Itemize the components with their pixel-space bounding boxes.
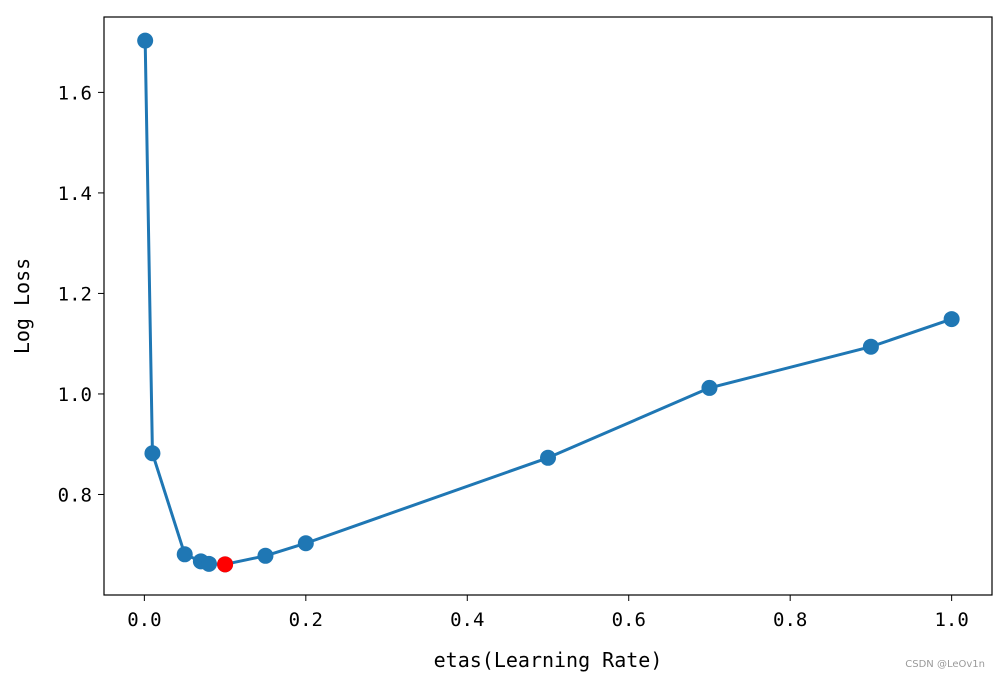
data-point (943, 311, 960, 328)
x-axis-label: etas(Learning Rate) (434, 648, 663, 672)
marks-layer (137, 32, 960, 573)
plot-frame (103, 16, 993, 596)
data-point (701, 379, 718, 396)
x-tick-label: 0.6 (612, 609, 646, 631)
data-point (540, 449, 556, 466)
ticks-layer: 0.0 0.2 0.4 0.6 0.8 1.0 0.8 1.0 1.2 1.4 1.6 (58, 82, 969, 631)
data-point (137, 32, 154, 49)
data-point (862, 338, 879, 355)
data-point (200, 555, 217, 572)
x-tick-label: 0.8 (773, 609, 807, 631)
series-line (143, 40, 953, 566)
data-point (297, 535, 314, 552)
y-tick-label: 1.4 (58, 183, 92, 205)
x-tick-label: 0.2 (289, 609, 323, 631)
x-tick-label: 0.0 (127, 609, 161, 631)
y-tick-label: 1.0 (58, 384, 92, 406)
watermark-text: CSDN @LeOv1n (905, 659, 985, 670)
y-tick-label: 1.6 (58, 82, 92, 104)
y-tick-label: 0.8 (58, 484, 92, 506)
x-tick-label: 0.4 (450, 609, 484, 631)
y-axis-label: Log Loss (10, 258, 34, 354)
x-tick-label: 1.0 (934, 609, 968, 631)
min-loss-point (217, 556, 234, 573)
data-point (176, 546, 193, 563)
data-point (257, 547, 274, 564)
y-tick-label: 1.2 (58, 283, 92, 305)
data-point (144, 445, 161, 462)
